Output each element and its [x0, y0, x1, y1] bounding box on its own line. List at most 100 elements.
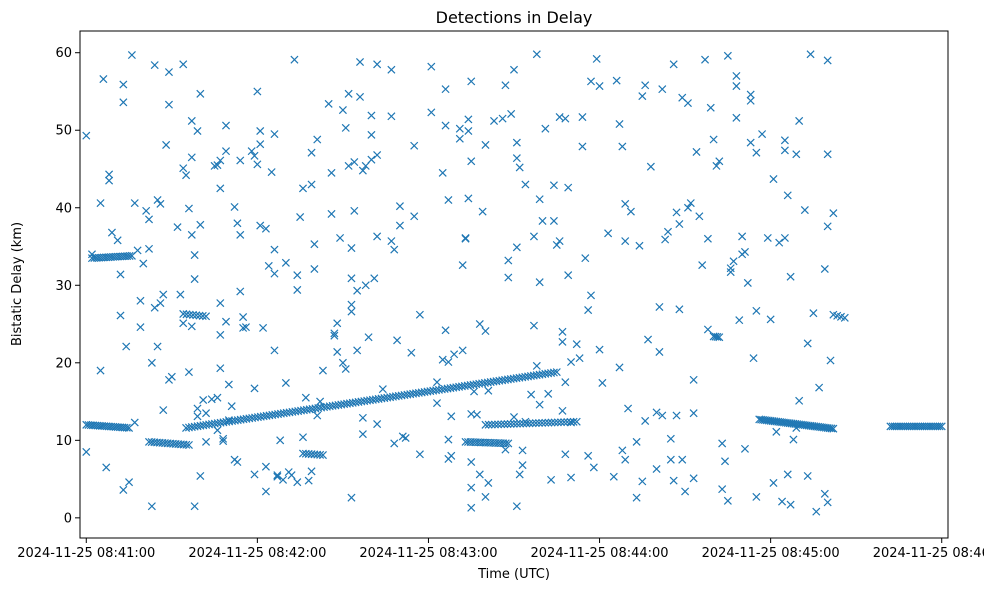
data-point-marker — [233, 458, 242, 467]
data-point-marker — [338, 358, 347, 367]
data-point-marker — [512, 419, 521, 428]
data-point-marker — [766, 315, 775, 324]
x-tick-label: 2024-11-25 08:46:00 — [873, 546, 984, 561]
data-point-marker — [549, 181, 558, 190]
data-point-marker — [815, 383, 824, 392]
data-point-marker — [558, 337, 567, 346]
y-tick-label: 60 — [55, 46, 72, 61]
data-point-marker — [173, 223, 182, 232]
data-point-marker — [803, 471, 812, 481]
data-point-marker — [336, 233, 345, 243]
data-point-marker — [512, 502, 521, 511]
data-point-marker — [467, 503, 476, 512]
data-point-marker — [612, 76, 621, 85]
data-point-marker — [544, 389, 553, 398]
data-point-marker — [535, 195, 544, 204]
data-point-marker — [378, 385, 387, 394]
data-point-marker — [641, 416, 650, 425]
data-point-marker — [179, 60, 188, 69]
data-point-marker — [156, 299, 165, 308]
data-point-marker — [230, 202, 239, 212]
data-point-marker — [497, 420, 506, 429]
data-point-marker — [216, 330, 225, 339]
data-point-marker — [494, 420, 503, 429]
data-point-marker — [504, 439, 513, 448]
data-point-marker — [638, 477, 647, 486]
data-point-marker — [558, 406, 567, 415]
data-point-marker — [350, 206, 359, 215]
data-point-marker — [307, 467, 316, 476]
data-point-marker — [250, 151, 259, 160]
data-point-marker — [584, 451, 593, 460]
data-point-marker — [689, 474, 698, 483]
data-point-marker — [783, 191, 792, 200]
data-point-marker — [504, 256, 513, 265]
data-point-marker — [415, 450, 424, 459]
data-point-marker — [638, 92, 647, 101]
data-point-marker — [324, 99, 333, 108]
data-point-marker — [96, 199, 105, 208]
data-point-marker — [626, 207, 635, 216]
data-point-marker — [202, 437, 211, 446]
data-point-marker — [341, 364, 350, 374]
data-point-marker — [99, 75, 108, 84]
data-point-marker — [270, 346, 279, 355]
data-point-marker — [467, 458, 476, 467]
data-point-marker — [116, 270, 125, 279]
data-point-marker — [184, 368, 193, 377]
data-point-marker — [560, 418, 569, 427]
data-point-marker — [187, 322, 196, 331]
data-point-marker — [567, 357, 576, 367]
data-point-marker — [752, 306, 761, 315]
data-point-marker — [592, 54, 601, 63]
data-point-marker — [567, 418, 576, 427]
data-point-marker — [538, 418, 547, 427]
data-point-marker — [410, 212, 419, 221]
data-point-marker — [935, 422, 944, 431]
data-point-marker — [187, 153, 196, 162]
data-point-marker — [261, 487, 270, 496]
data-point-marker — [367, 155, 376, 164]
data-point-marker — [338, 106, 347, 115]
data-point-marker — [87, 250, 97, 259]
data-point-marker — [800, 206, 809, 215]
data-point-marker — [455, 124, 464, 133]
data-point-marker — [361, 281, 370, 290]
data-point-marker — [447, 412, 456, 421]
data-point-marker — [823, 56, 832, 65]
data-point-marker — [432, 378, 442, 387]
data-point-marker — [261, 462, 270, 471]
data-point-marker — [624, 404, 633, 413]
data-point-marker — [709, 135, 718, 144]
data-point-marker — [655, 347, 664, 356]
data-point-marker — [341, 123, 350, 132]
data-point-marker — [789, 435, 798, 444]
data-point-marker — [652, 464, 661, 474]
data-point-marker — [432, 399, 442, 408]
data-point-marker — [447, 451, 456, 460]
data-point-marker — [695, 212, 704, 221]
data-point-marker — [216, 299, 225, 308]
data-point-marker — [663, 227, 673, 236]
data-point-marker — [293, 285, 302, 294]
data-point-marker — [438, 168, 447, 177]
data-point-marker — [276, 436, 285, 445]
data-point-marker — [655, 302, 664, 312]
data-point-marker — [364, 333, 373, 342]
data-point-marker — [723, 496, 732, 505]
data-point-marker — [82, 447, 91, 456]
data-point-marker — [509, 65, 519, 74]
data-point-marker — [723, 51, 732, 60]
data-point-marker — [689, 375, 698, 384]
data-point-marker — [769, 478, 778, 487]
data-point-marker — [227, 402, 236, 411]
data-point-marker — [347, 307, 356, 316]
data-point-marker — [199, 395, 208, 405]
data-point-marker — [233, 219, 242, 228]
data-point-marker — [826, 356, 835, 365]
data-point-marker — [703, 325, 712, 334]
data-point-marker — [487, 420, 496, 429]
data-point-marker — [150, 303, 159, 312]
data-point-marker — [441, 121, 450, 130]
data-point-marker — [678, 455, 687, 464]
